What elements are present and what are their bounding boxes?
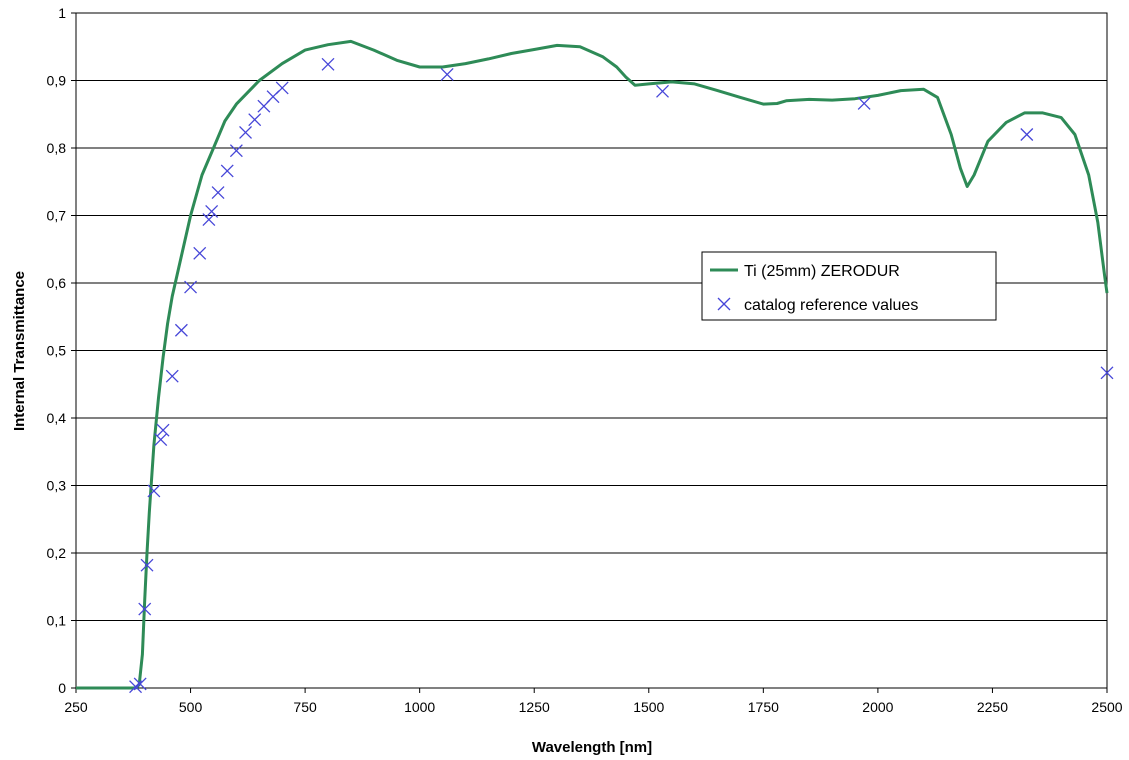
reference-point-marker (156, 423, 170, 437)
x-tick-label: 750 (293, 699, 317, 715)
reference-point-marker (140, 558, 154, 572)
x-tick-label: 1000 (404, 699, 435, 715)
x-axis-ticks: 250 500 750 1000 1250 1500 1750 2000 2250 2500 (64, 688, 1123, 715)
reference-point-marker (205, 204, 219, 218)
y-tick-label: 0,3 (47, 478, 67, 494)
y-tick-label: 0,1 (47, 613, 67, 629)
x-tick-label: 500 (179, 699, 203, 715)
reference-point-marker (239, 126, 253, 139)
x-tick-label: 250 (64, 699, 88, 715)
reference-point-marker (321, 57, 335, 71)
y-tick-label: 0 (58, 680, 66, 696)
line-series-layer (76, 39, 1109, 690)
x-tick-label: 1250 (519, 699, 550, 715)
x-tick-label: 2500 (1091, 699, 1122, 715)
reference-point-marker (165, 369, 179, 383)
legend-label-markers: catalog reference values (744, 297, 918, 314)
reference-point-marker (202, 213, 216, 227)
y-axis-label: Internal Transmittance (11, 271, 28, 431)
reference-point-marker (656, 84, 669, 98)
reference-point-marker (220, 164, 234, 178)
reference-point-marker (211, 186, 225, 200)
y-tick-label: 0,4 (47, 410, 67, 426)
reference-point-marker (154, 433, 168, 447)
reference-point-marker (193, 246, 207, 260)
y-tick-label: 1 (58, 5, 66, 21)
reference-point-marker (184, 280, 198, 294)
x-tick-label: 1500 (633, 699, 664, 715)
y-tick-label: 0,2 (47, 545, 67, 561)
y-axis-ticks: 0 0,1 0,2 0,3 0,4 0,5 0,6 0,7 0,8 0,9 1 (47, 5, 76, 696)
reference-point-marker (1100, 366, 1114, 380)
reference-point-marker (440, 67, 454, 81)
y-tick-label: 0,8 (47, 140, 67, 156)
legend-marker-swatch (717, 297, 731, 311)
reference-point-marker (174, 323, 188, 337)
legend-box (701, 251, 997, 321)
grid (76, 80, 1107, 621)
y-tick-label: 0,5 (47, 343, 67, 359)
x-axis-label: Wavelength [nm] (532, 739, 652, 756)
reference-point-marker (275, 81, 289, 95)
reference-point-marker (147, 484, 161, 498)
y-tick-label: 0,9 (47, 73, 67, 89)
x-tick-label: 1750 (748, 699, 779, 715)
scatter-series-layer (129, 57, 1114, 694)
reference-point-marker (138, 602, 152, 616)
legend-label-line: Ti (25mm) ZERODUR (744, 263, 900, 280)
x-tick-label: 2000 (862, 699, 893, 715)
reference-point-marker (1020, 128, 1034, 141)
reference-point-marker (133, 677, 147, 691)
y-tick-label: 0,6 (47, 275, 67, 291)
y-tick-label: 0,7 (47, 208, 67, 224)
transmittance-line (76, 39, 1109, 690)
reference-point-marker (857, 96, 871, 110)
reference-point-marker (248, 113, 262, 127)
legend: Ti (25mm) ZERODUR catalog reference valu… (701, 251, 997, 321)
reference-point-marker (229, 144, 243, 158)
x-tick-label: 2250 (977, 699, 1008, 715)
